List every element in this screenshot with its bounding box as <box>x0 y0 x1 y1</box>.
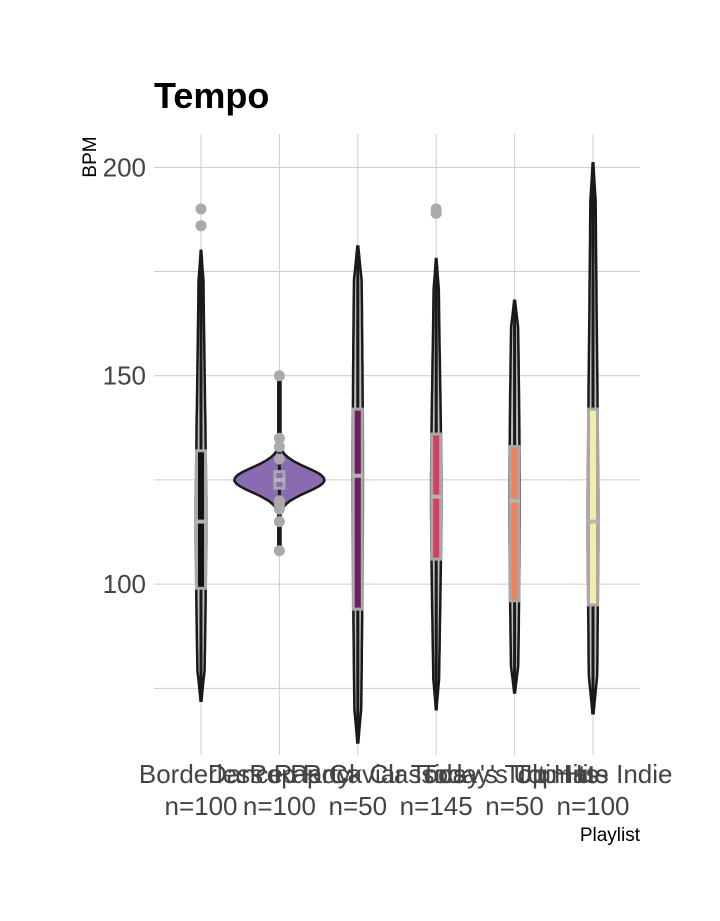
outlier-point <box>273 370 285 382</box>
outlier-point <box>273 441 285 453</box>
violin-group <box>351 245 365 744</box>
violin-group <box>194 203 208 703</box>
y-tick-label: 100 <box>103 569 146 599</box>
x-tick-label: Rap Caviar Today's Top Hits <box>274 759 599 789</box>
outlier-point <box>195 203 207 215</box>
x-tick-label: Borderless <box>139 759 263 789</box>
y-tick-label: 200 <box>103 152 146 182</box>
x-tick-label: Today's Top Hits <box>421 759 609 789</box>
outlier-point <box>273 545 285 557</box>
box-iqr <box>195 449 207 590</box>
outlier-point <box>273 495 285 507</box>
x-tick-count: n=100 <box>164 791 237 821</box>
y-tick-label: 150 <box>103 361 146 391</box>
outlier-point <box>273 516 285 528</box>
x-tick-count: n=100 <box>243 791 316 821</box>
violin-group <box>233 370 326 557</box>
x-axis-label: Playlist <box>580 825 641 846</box>
x-tick-label: Pop Rock Classics <box>249 759 466 789</box>
outlier-point <box>430 203 442 215</box>
outlier-point <box>195 220 207 232</box>
outlier-point <box>273 432 285 444</box>
x-tick-label: Ultimate Indie <box>514 759 673 789</box>
x-tick-count: n=50 <box>485 791 544 821</box>
box-iqr <box>587 407 599 607</box>
x-tick-count: n=145 <box>400 791 473 821</box>
box-iqr <box>351 407 364 611</box>
x-tick-count: n=100 <box>556 791 629 821</box>
x-tick-label: Dance Party <box>208 759 351 789</box>
box-iqr <box>508 445 521 603</box>
y-axis-label: BPM <box>80 136 101 177</box>
violin-group <box>508 299 521 694</box>
violin-group <box>429 203 443 711</box>
y-tick-labels: 100 150 200 <box>103 152 146 599</box>
violin-group <box>586 161 600 715</box>
x-tick-count: n=50 <box>329 791 388 821</box>
chart-title: Tempo <box>154 75 269 116</box>
violin-plots <box>194 161 600 744</box>
grid-lines <box>154 134 640 755</box>
outlier-point <box>273 453 285 465</box>
